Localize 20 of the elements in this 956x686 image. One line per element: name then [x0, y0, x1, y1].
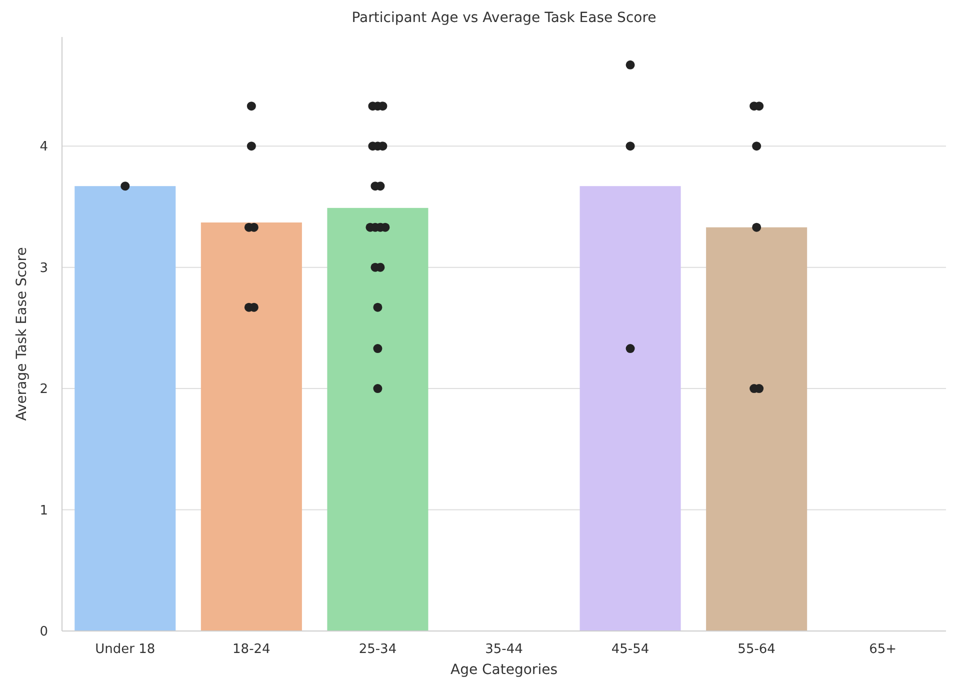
y-axis-title: Average Task Ease Score	[14, 247, 30, 421]
x-tick-label: 45-54	[611, 642, 650, 657]
y-tick-label: 0	[40, 624, 48, 640]
bar	[200, 222, 302, 631]
x-tick-label: 18-24	[232, 642, 270, 657]
x-tick-label: 65+	[869, 642, 897, 657]
bar	[327, 208, 428, 631]
bar	[74, 186, 176, 631]
y-tick-label: 2	[40, 382, 48, 398]
y-tick-label: 3	[40, 260, 48, 276]
x-axis-title: Age Categories	[450, 662, 558, 678]
chart-title: Participant Age vs Average Task Ease Score	[352, 10, 656, 26]
bar	[580, 186, 681, 631]
y-tick-label: 4	[40, 140, 48, 155]
x-tick-label: 55-64	[738, 642, 776, 657]
x-tick-label: 25-34	[358, 642, 397, 657]
bar	[706, 227, 808, 631]
x-tick-label: 35-44	[485, 642, 523, 657]
x-tick-label: Under 18	[95, 642, 156, 657]
y-tick-label: 1	[40, 503, 48, 518]
